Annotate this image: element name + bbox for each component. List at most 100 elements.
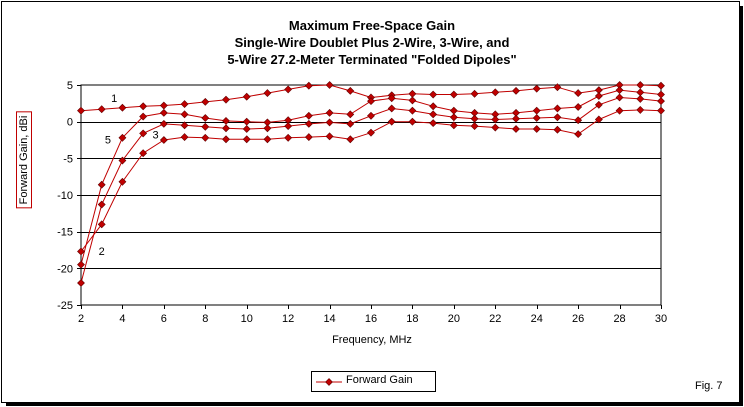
data-point <box>325 108 334 117</box>
data-point <box>242 135 251 144</box>
data-point <box>491 115 500 124</box>
data-point <box>408 117 417 126</box>
data-point <box>263 124 272 133</box>
data-point <box>304 111 313 120</box>
x-tick-label: 8 <box>202 313 208 325</box>
data-point <box>553 113 562 122</box>
data-point <box>367 128 375 137</box>
data-point <box>532 125 541 133</box>
data-point <box>429 90 438 99</box>
data-point <box>532 106 541 115</box>
data-point <box>97 105 106 114</box>
data-point <box>222 95 230 104</box>
data-point <box>429 110 438 119</box>
data-point <box>615 86 624 95</box>
data-point <box>553 83 562 92</box>
data-point <box>139 112 148 121</box>
data-point <box>346 119 355 128</box>
data-point <box>553 104 562 113</box>
data-point <box>325 81 334 89</box>
data-point <box>408 96 417 105</box>
y-tick-label: -20 <box>57 263 73 275</box>
data-point <box>657 106 665 115</box>
data-point <box>284 85 293 94</box>
data-point <box>97 220 106 229</box>
data-point <box>284 133 293 142</box>
data-point <box>657 90 665 99</box>
data-point <box>325 132 334 141</box>
data-point <box>615 93 624 102</box>
x-tick-label: 2 <box>78 313 84 325</box>
frame-shadow-bottom <box>6 402 743 406</box>
x-tick-label: 24 <box>531 313 543 325</box>
x-tick-label: 18 <box>406 313 418 325</box>
data-point <box>574 103 583 111</box>
data-point <box>304 81 313 90</box>
data-point <box>180 110 189 119</box>
x-tick-label: 22 <box>489 313 501 325</box>
chart-title-line-3: 5-Wire 27.2-Meter Terminated "Folded Dip… <box>227 52 517 67</box>
data-point <box>367 97 375 106</box>
data-point <box>77 247 85 256</box>
y-tick-label: -15 <box>57 227 73 239</box>
figure-label: Fig. 7 <box>695 380 723 392</box>
data-point <box>222 117 230 125</box>
data-point <box>387 117 396 126</box>
data-point <box>159 136 168 144</box>
data-point <box>77 106 85 115</box>
curve-label: 5 <box>105 135 111 147</box>
data-point <box>429 102 438 111</box>
legend-swatch <box>316 378 342 386</box>
data-point <box>615 106 624 115</box>
data-point <box>512 114 520 123</box>
x-tick-label: 14 <box>323 313 335 325</box>
data-point <box>449 90 458 99</box>
data-point <box>263 89 272 97</box>
data-point <box>201 97 210 106</box>
data-point <box>512 86 520 95</box>
data-point <box>532 114 541 122</box>
x-axis-label: Frequency, MHz <box>332 334 412 346</box>
frame-shadow-right <box>739 6 743 403</box>
data-point <box>97 200 106 209</box>
series-line-3 <box>80 96 662 284</box>
y-tick-label: -10 <box>57 190 73 202</box>
data-point <box>118 156 127 165</box>
x-tick-label: 30 <box>655 313 667 325</box>
data-point <box>636 95 645 103</box>
data-point <box>139 102 148 111</box>
data-point <box>387 104 396 113</box>
data-point <box>180 121 189 130</box>
data-point <box>139 149 148 158</box>
data-point <box>304 133 313 141</box>
data-point <box>201 122 210 131</box>
data-point <box>594 115 603 124</box>
data-point <box>118 133 127 142</box>
x-tick-label: 6 <box>161 313 167 325</box>
data-point <box>657 81 665 90</box>
x-tick-label: 10 <box>241 313 253 325</box>
data-point <box>408 106 417 115</box>
data-point <box>242 125 251 133</box>
data-point <box>242 92 251 101</box>
data-point <box>77 279 85 287</box>
data-point <box>242 117 251 126</box>
data-point <box>77 260 85 269</box>
data-point <box>118 103 127 112</box>
data-point <box>470 114 479 123</box>
data-point <box>284 122 293 130</box>
data-point <box>346 110 355 119</box>
x-tick-label: 12 <box>282 313 294 325</box>
data-point <box>449 106 458 115</box>
data-point <box>139 129 148 138</box>
data-point <box>657 97 665 106</box>
data-point <box>180 100 189 108</box>
data-point <box>159 108 168 117</box>
data-point <box>532 84 541 93</box>
data-point <box>470 89 479 98</box>
curve-label: 2 <box>99 246 105 258</box>
y-tick-label: 5 <box>67 80 73 92</box>
data-point <box>201 133 210 142</box>
